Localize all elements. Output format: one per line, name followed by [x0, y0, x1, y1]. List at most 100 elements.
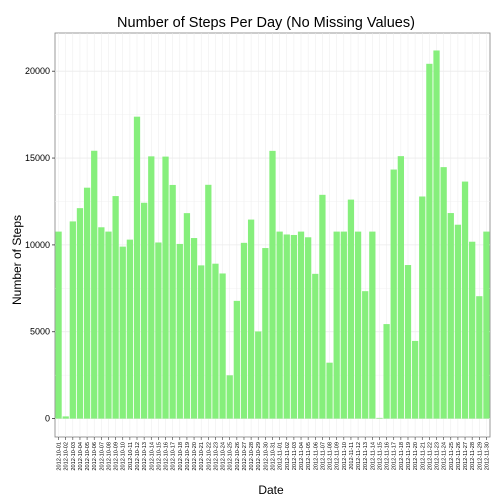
bar-2012-11-25 [447, 213, 454, 419]
x-tick-label: 2012-10-04 [78, 442, 84, 471]
bar-2012-10-30 [262, 248, 269, 419]
bar-2012-10-20 [190, 238, 198, 419]
bar-2012-11-05 [305, 237, 312, 419]
bar-2012-11-13 [362, 291, 369, 419]
bar-2012-11-06 [312, 273, 319, 419]
x-tick-label: 2012-10-29 [256, 442, 262, 471]
bar-2012-10-26 [233, 300, 240, 419]
x-tick-label: 2012-10-08 [106, 442, 112, 471]
bar-2012-11-16 [383, 324, 390, 419]
bar-2012-10-28 [247, 219, 255, 419]
bar-2012-11-14 [369, 231, 376, 419]
x-tick-label: 2012-10-25 [228, 442, 234, 471]
bars [55, 50, 490, 419]
x-tick-label: 2012-10-18 [178, 442, 184, 471]
x-tick-label: 2012-10-13 [142, 442, 148, 471]
x-tick-label: 2012-10-22 [206, 442, 212, 471]
x-tick-label: 2012-11-25 [449, 442, 455, 470]
bar-2012-10-21 [198, 265, 205, 419]
x-tick-label: 2012-10-21 [199, 442, 205, 471]
bar-2012-11-12 [354, 231, 362, 419]
bar-2012-11-20 [411, 340, 419, 419]
x-tick-label: 2012-11-23 [435, 442, 441, 470]
x-tick-label: 2012-10-12 [135, 442, 141, 471]
x-tick-label: 2012-11-28 [470, 442, 476, 470]
y-axis: 0 5000 10000 15000 20000 [25, 66, 55, 424]
bar-2012-11-30 [483, 231, 490, 419]
x-tick-label: 2012-10-19 [185, 442, 191, 471]
x-tick-label: 2012-11-12 [356, 442, 362, 470]
x-tick-label: 2012-11-14 [370, 442, 376, 470]
bar-2012-11-09 [333, 231, 340, 419]
bar-2012-10-29 [255, 331, 262, 419]
x-tick-label: 2012-11-02 [285, 442, 291, 470]
bar-2012-11-02 [283, 234, 290, 419]
bar-2012-11-08 [326, 362, 333, 419]
x-tick-label: 2012-10-01 [57, 442, 63, 471]
x-tick-label: 2012-10-28 [249, 442, 255, 471]
x-tick-label: 2012-10-31 [271, 442, 277, 471]
x-tick-label: 2012-10-14 [149, 442, 155, 471]
x-tick-label: 2012-11-11 [349, 442, 355, 470]
x-tick-label: 2012-10-30 [263, 442, 269, 471]
x-tick-label: 2012-11-07 [320, 442, 326, 470]
x-tick-label: 2012-10-02 [64, 442, 70, 471]
bar-2012-11-19 [404, 265, 412, 419]
x-tick-label: 2012-11-22 [427, 442, 433, 470]
x-tick-label: 2012-11-30 [484, 442, 490, 470]
x-tick-label: 2012-10-09 [114, 442, 120, 471]
bar-2012-11-04 [297, 231, 305, 419]
bar-2012-10-16 [162, 156, 169, 419]
x-tick-label: 2012-10-27 [242, 442, 248, 471]
bar-2012-10-01 [55, 231, 62, 419]
bar-2012-10-12 [133, 116, 141, 419]
x-tick-label: 2012-11-08 [328, 442, 334, 470]
bar-2012-10-24 [219, 273, 226, 419]
bar-2012-11-27 [461, 181, 469, 419]
bar-2012-11-23 [433, 50, 440, 419]
bar-2012-11-21 [419, 196, 426, 419]
x-tick-label: 2012-11-21 [420, 442, 426, 470]
x-tick-label: 2012-10-07 [99, 442, 105, 471]
bar-2012-10-09 [112, 196, 119, 419]
x-tick-label: 2012-11-13 [363, 442, 369, 470]
bar-2012-10-13 [141, 202, 148, 419]
x-tick-label: 2012-11-29 [477, 442, 483, 470]
x-tick-label: 2012-10-15 [156, 442, 162, 471]
x-tick-label: 2012-11-05 [306, 442, 312, 470]
x-tick-label: 2012-11-20 [413, 442, 419, 470]
chart-title: Number of Steps Per Day (No Missing Valu… [117, 15, 415, 31]
x-tick-label: 2012-11-24 [442, 442, 448, 470]
x-tick-label: 2012-10-10 [121, 442, 127, 471]
bar-2012-11-18 [397, 156, 404, 419]
y-tick-label: 0 [45, 414, 50, 424]
bar-2012-11-07 [319, 194, 326, 419]
x-tick-label: 2012-11-01 [278, 442, 284, 470]
bar-2012-11-22 [426, 63, 433, 419]
x-tick-label: 2012-10-05 [85, 442, 91, 471]
x-tick-label: 2012-11-17 [392, 442, 398, 470]
y-tick-label: 5000 [30, 327, 50, 337]
x-tick-label: 2012-10-24 [221, 442, 227, 471]
bar-2012-10-08 [105, 231, 112, 419]
y-tick-label: 15000 [25, 153, 50, 163]
bar-2012-10-17 [169, 184, 176, 419]
bar-2012-11-15 [376, 417, 383, 419]
bar-2012-11-28 [469, 241, 476, 419]
x-tick-label: 2012-11-15 [377, 442, 383, 470]
bar-2012-10-14 [148, 156, 155, 419]
bar-2012-11-17 [390, 169, 397, 419]
x-tick-label: 2012-10-26 [235, 442, 241, 471]
bar-2012-10-11 [126, 239, 134, 419]
x-tick-label: 2012-10-11 [128, 442, 134, 470]
x-tick-label: 2012-11-27 [463, 442, 469, 470]
bar-2012-10-05 [83, 187, 91, 419]
y-tick-label: 10000 [25, 240, 50, 250]
bar-2012-10-04 [76, 208, 84, 419]
x-tick-label: 2012-10-16 [164, 442, 170, 471]
bar-2012-10-06 [91, 150, 98, 419]
bar-2012-10-07 [98, 227, 105, 419]
x-tick-label: 2012-10-23 [213, 442, 219, 471]
x-tick-label: 2012-11-04 [299, 442, 305, 470]
